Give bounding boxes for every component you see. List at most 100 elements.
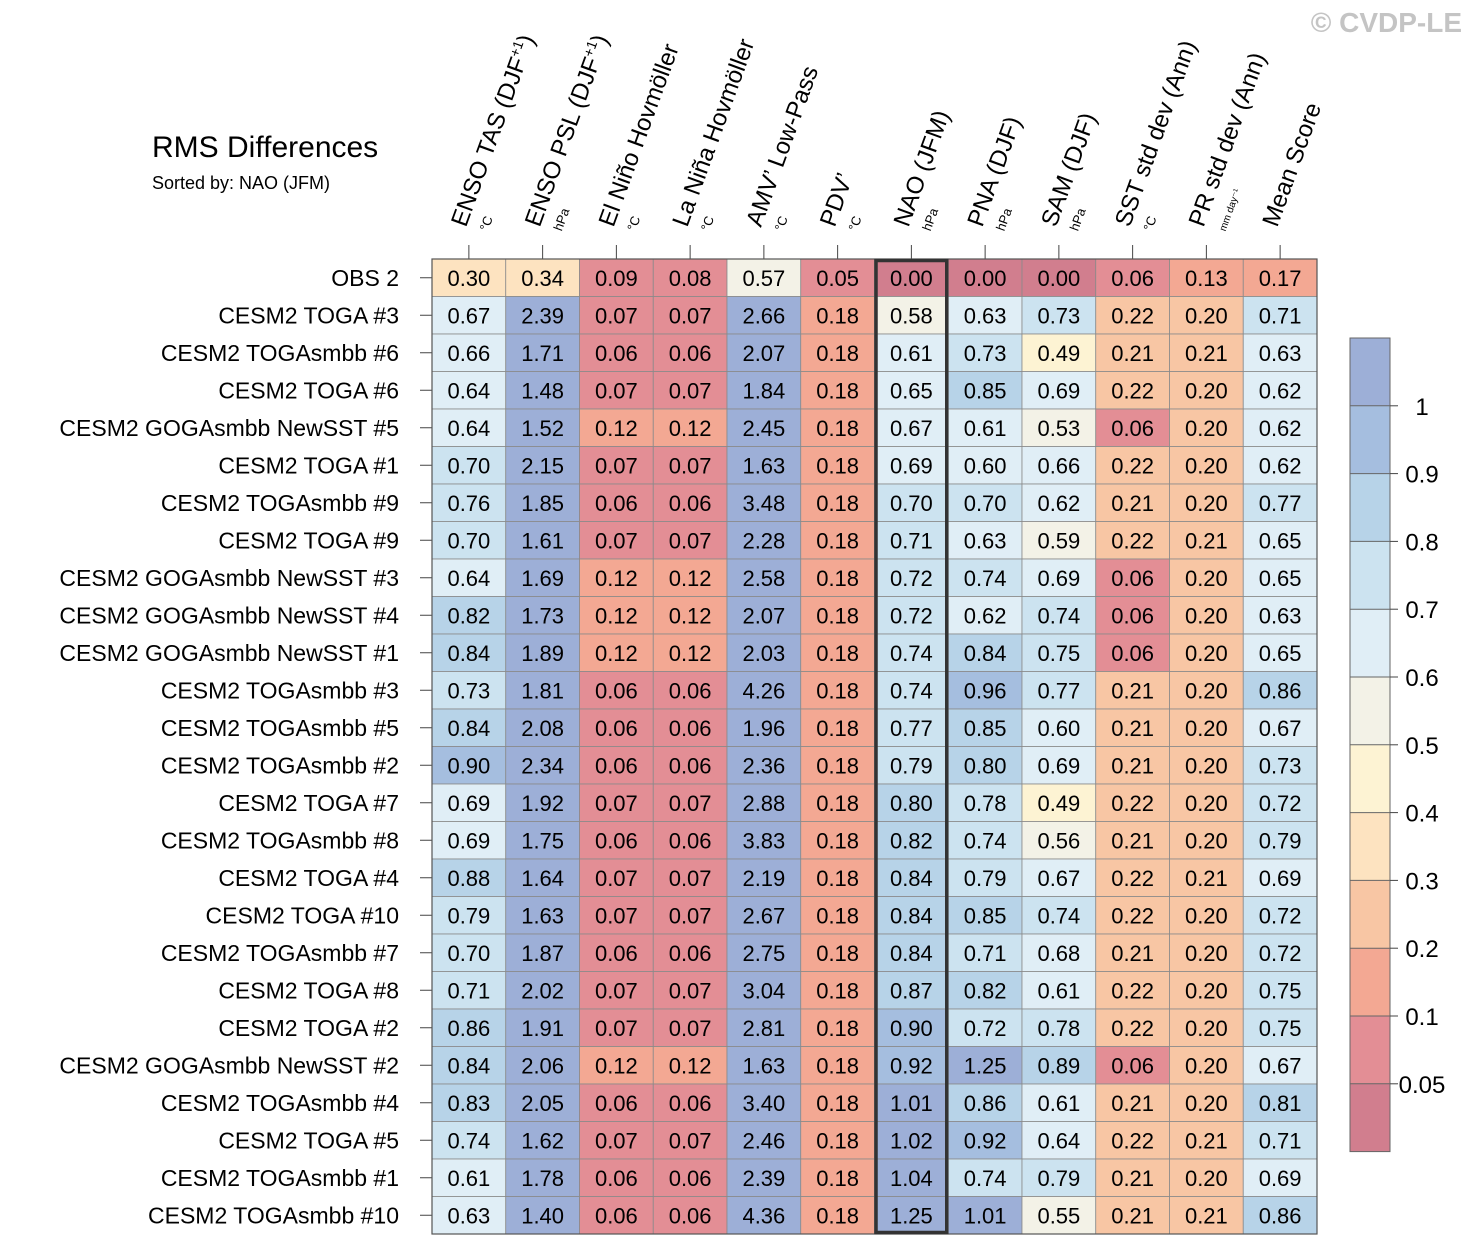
cell-rect (947, 446, 1023, 485)
cell-rect (800, 896, 875, 935)
cell-rect (1095, 1158, 1170, 1197)
cell-rect (1242, 1196, 1318, 1235)
cell-value: 0.20 (1185, 603, 1228, 628)
cell-rect (1021, 483, 1097, 522)
cell-value: 0.20 (1185, 416, 1228, 441)
cell-value: 0.90 (447, 753, 490, 778)
cell-value: 0.86 (1259, 678, 1302, 703)
cell-value: 0.72 (1259, 903, 1302, 928)
cell-value: 0.67 (890, 416, 933, 441)
row-label: CESM2 GOGAsmbb NewSST #1 (59, 640, 399, 666)
cell-value: 2.15 (521, 453, 564, 478)
cell-value: 1.02 (890, 1128, 933, 1153)
cell-value: 0.06 (669, 941, 712, 966)
cell-rect (1242, 896, 1318, 935)
cell-value: 0.07 (669, 791, 712, 816)
column-header-unit: hPa (1067, 205, 1089, 233)
cell-value: 0.21 (1185, 1203, 1228, 1228)
cell-rect (1021, 446, 1097, 485)
cell-value: 0.78 (964, 791, 1007, 816)
cell-value: 0.65 (1259, 528, 1302, 553)
cell-rect (1021, 783, 1097, 822)
cell-rect (431, 1121, 507, 1160)
cell-value: 3.40 (742, 1091, 785, 1116)
cell-value: 0.20 (1185, 716, 1228, 741)
cell-rect (874, 521, 949, 560)
cell-value: 0.06 (1111, 603, 1154, 628)
cell-rect (652, 746, 728, 785)
cell-rect (652, 971, 728, 1010)
cell-rect (726, 821, 802, 860)
cell-rect (1169, 671, 1244, 710)
cell-rect (947, 633, 1023, 672)
colorbar-label: 0.9 (1405, 462, 1438, 489)
cell-value: 0.75 (1259, 978, 1302, 1003)
cell-value: 0.67 (1037, 866, 1080, 891)
cell-rect (947, 783, 1023, 822)
cell-value: 0.20 (1185, 941, 1228, 966)
cell-value: 0.69 (447, 828, 490, 853)
cell-value: 0.80 (890, 791, 933, 816)
cell-value: 0.75 (1259, 1016, 1302, 1041)
cell-rect (947, 558, 1023, 597)
cell-rect (652, 596, 728, 635)
cell-value: 0.22 (1111, 528, 1154, 553)
cell-rect (726, 933, 802, 972)
cell-value: 0.89 (1037, 1053, 1080, 1078)
row-label: CESM2 TOGAsmbb #6 (161, 340, 399, 366)
chart-subtitle: Sorted by: NAO (JFM) (152, 173, 330, 193)
cell-rect (874, 446, 949, 485)
cell-value: 0.07 (669, 528, 712, 553)
cell-rect (505, 933, 580, 972)
cell-rect (431, 258, 507, 297)
cell-value: 0.22 (1111, 453, 1154, 478)
cell-rect (874, 746, 949, 785)
row-label: CESM2 TOGA #5 (218, 1127, 399, 1153)
cell-value: 0.61 (1037, 978, 1080, 1003)
row-label: OBS 2 (331, 265, 399, 291)
cell-rect (1242, 858, 1318, 897)
cell-value: 0.21 (1111, 341, 1154, 366)
cell-rect (1169, 1196, 1244, 1235)
cell-value: 0.06 (595, 1166, 638, 1191)
cell-rect (947, 596, 1023, 635)
cell-rect (800, 746, 875, 785)
cell-value: 0.06 (669, 716, 712, 741)
cell-value: 3.83 (742, 828, 785, 853)
cell-value: 0.21 (1111, 1203, 1154, 1228)
cell-rect (1169, 1008, 1244, 1047)
cell-rect (1242, 558, 1318, 597)
row-label: CESM2 TOGAsmbb #1 (161, 1165, 399, 1191)
cell-value: 0.07 (595, 1016, 638, 1041)
colorbar-segment (1350, 609, 1390, 677)
colorbar-segment (1350, 405, 1390, 474)
cell-value: 1.84 (742, 378, 785, 403)
cell-value: 0.30 (447, 266, 490, 291)
cell-rect (505, 446, 580, 485)
cell-value: 0.63 (1259, 341, 1302, 366)
cell-value: 0.18 (816, 341, 859, 366)
cell-rect (726, 446, 802, 485)
row-label: CESM2 TOGA #2 (218, 1015, 399, 1041)
cell-rect (579, 1121, 654, 1160)
cell-rect (1169, 558, 1244, 597)
cell-rect (726, 858, 802, 897)
cell-value: 0.06 (669, 753, 712, 778)
cell-rect (1021, 558, 1097, 597)
cell-rect (1169, 858, 1244, 897)
cell-value: 0.00 (964, 266, 1007, 291)
sorted-column-highlight (874, 258, 949, 1235)
cell-value: 0.17 (1259, 266, 1302, 291)
cell-value: 0.22 (1111, 791, 1154, 816)
cell-value: 0.69 (1259, 1166, 1302, 1191)
cell-value: 0.20 (1185, 566, 1228, 591)
cell-value: 0.74 (890, 641, 933, 666)
cell-rect (652, 258, 728, 297)
cell-value: 0.83 (447, 1091, 490, 1116)
cell-value: 0.74 (964, 1166, 1007, 1191)
cell-value: 0.72 (890, 603, 933, 628)
cell-value: 0.64 (447, 378, 490, 403)
cell-value: 0.88 (447, 866, 490, 891)
row-label: CESM2 GOGAsmbb NewSST #4 (59, 602, 399, 628)
cell-rect (505, 746, 580, 785)
